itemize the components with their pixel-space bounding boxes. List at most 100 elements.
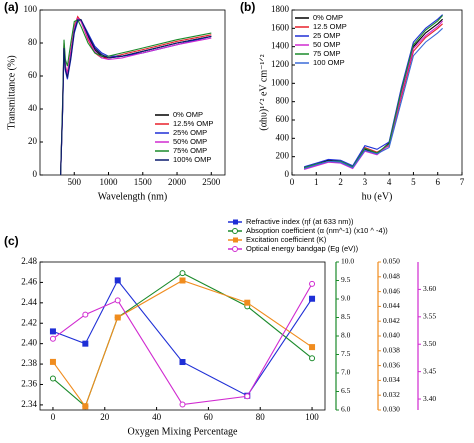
marker [179,270,186,277]
y3-tick-label: 0.040 [383,331,400,340]
y-tick-label: 60 [28,70,38,80]
y-tick-label: 1600 [271,22,290,32]
series-line [303,14,443,168]
x-tick-label: 2500 [202,177,221,187]
y-tick-label: 1000 [271,77,290,87]
x-tick-label: 7 [460,177,465,187]
marker [49,375,56,382]
y-axis-label: Transmittance (%) [6,55,17,129]
panel-title: (a) [4,0,19,14]
marker [49,335,56,342]
y2-tick-label: 8.0 [341,331,351,340]
x-tick-label: 20 [100,412,110,422]
x-tick-label: 0 [51,412,56,422]
marker [244,299,251,306]
series-line [52,283,313,406]
y-tick-label: 0 [285,169,290,179]
series-line [60,19,212,176]
legend-label: 12.5 OMP [313,22,347,31]
y-tick-label: 1200 [271,59,290,69]
x-tick-label: 2000 [168,177,187,187]
x-tick-label: 60 [204,412,214,422]
legend-label: 50% OMP [173,137,207,146]
marker [82,340,89,347]
x-axis-label: Oxygen Mixing Percentage [128,426,239,437]
marker [309,280,316,287]
y2-tick-label: 7.0 [341,368,351,377]
x-tick-label: 40 [152,412,162,422]
panel-title: (b) [240,0,255,14]
marker [49,358,56,365]
plot-frame [291,9,463,176]
x-axis-label: Wavelength (nm) [98,191,167,202]
series-line [52,279,313,408]
x-tick-label: 0 [290,177,295,187]
y-tick-label: 2.36 [21,379,37,389]
y4-tick-label: 3.55 [423,312,436,321]
y3-tick-label: 0.048 [383,272,400,281]
legend-label: 12.5% OMP [173,119,213,128]
y3-tick-label: 0.032 [383,390,400,399]
y-axis-label: (αhυ)¹ᐟ² eV cm⁻¹ᐟ² [258,54,269,130]
series-line [60,19,212,176]
y2-tick-label: 6.5 [341,386,351,395]
legend-marker [232,246,238,252]
legend-label: Absoption coefficient (α (nm^-1) (x10 ^ … [246,226,388,235]
y-tick-label: 2.40 [21,338,37,348]
marker [82,311,89,318]
legend-label: 75% OMP [173,146,207,155]
y-tick-label: 80 [28,37,38,47]
legend-label: 100 OMP [313,58,345,67]
x-tick-label: 1500 [134,177,153,187]
legend-label: 100% OMP [173,155,211,164]
y-tick-label: 1800 [271,4,290,14]
legend-label: 75 OMP [313,49,341,58]
legend-marker [233,219,238,225]
legend-label: Excitation coefficient (K) [246,235,327,244]
series-line [303,27,443,170]
y2-tick-label: 8.5 [341,312,351,321]
legend-label: Refractive index (ηf (at 633 nm)) [246,217,354,226]
y-tick-label: 1400 [271,41,290,51]
plot-frame [39,261,326,411]
x-tick-label: 1 [314,177,319,187]
x-tick-label: 4 [387,177,392,187]
y-tick-label: 100 [24,4,38,14]
y-tick-label: 2.34 [21,399,37,409]
y2-tick-label: 7.5 [341,349,351,358]
marker [82,403,89,410]
y-tick-label: 800 [276,96,290,106]
y3-tick-label: 0.044 [383,301,400,310]
marker [179,359,186,366]
x-tick-label: 500 [68,177,82,187]
panel-title: (c) [4,234,19,248]
x-tick-label: 2 [338,177,343,187]
legend-label: 25 OMP [313,31,341,40]
y2-tick-label: 10.0 [341,257,354,266]
y-tick-label: 600 [276,114,290,124]
legend-label: 50 OMP [313,40,341,49]
y-tick-label: 2.48 [21,256,37,266]
legend-label: 25% OMP [173,128,207,137]
y-tick-label: 2.46 [21,276,37,286]
x-tick-label: 5 [411,177,416,187]
x-tick-label: 80 [256,412,266,422]
marker [179,277,186,284]
y3-tick-label: 0.050 [383,257,400,266]
legend-label: 0% OMP [313,13,343,22]
y3-tick-label: 0.038 [383,346,400,355]
legend-label: 0% OMP [173,110,203,119]
y-tick-label: 200 [276,151,290,161]
series-line [52,279,313,397]
marker [114,277,121,284]
legend-marker [233,237,238,243]
x-tick-label: 100 [305,412,319,422]
marker [114,297,121,304]
legend-label: Optical energy bandgap (Eg (eV)) [246,244,359,253]
y2-tick-label: 9.5 [341,275,351,284]
y-tick-label: 20 [28,136,38,146]
y-tick-label: 2.38 [21,358,37,368]
y-tick-label: 0 [33,169,38,179]
marker [244,393,251,400]
